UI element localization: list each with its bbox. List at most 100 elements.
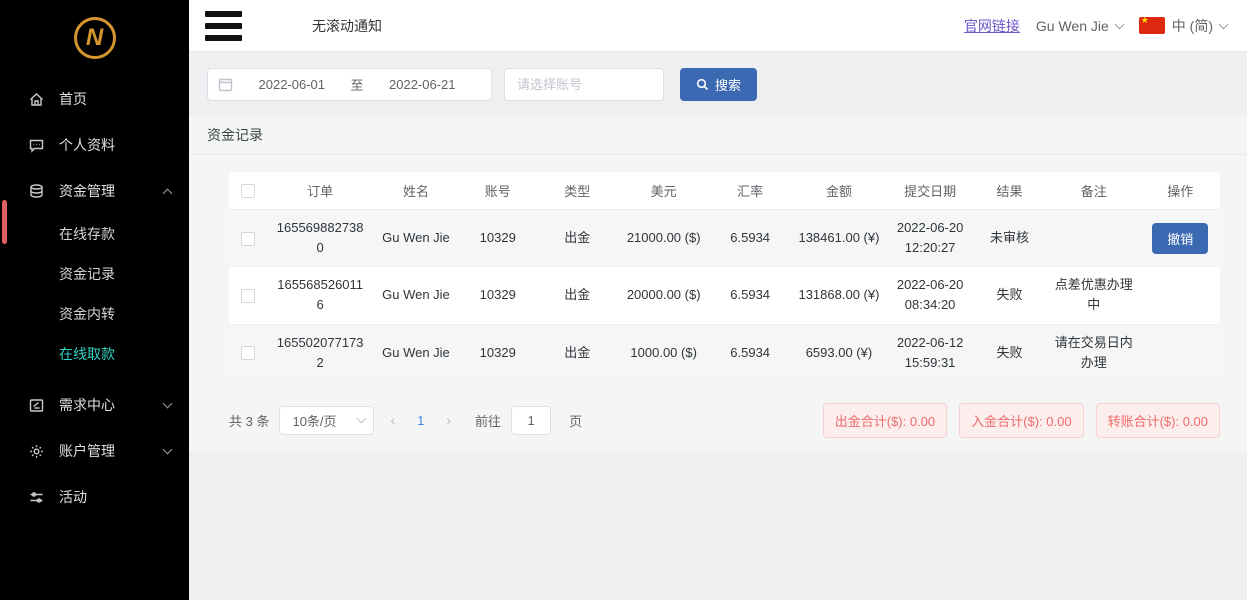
- fund-records-card: 资金记录 订单 姓名 账号: [189, 115, 1247, 452]
- cell-type: 出金: [537, 266, 617, 325]
- language-label: 中 (简): [1171, 17, 1213, 34]
- date-range-picker[interactable]: 2022-06-01 至 2022-06-21: [207, 67, 492, 101]
- cell-amount: 131868.00 (¥): [789, 266, 889, 325]
- search-button-label: 搜索: [715, 77, 742, 93]
- chevron-up-icon: [162, 188, 173, 198]
- col-header-action: 操作: [1140, 172, 1220, 210]
- sidebar-subitem-label: 在线取款: [59, 346, 115, 362]
- page-unit-label: 页: [569, 413, 583, 429]
- cell-action: [1140, 324, 1220, 382]
- row-checkbox[interactable]: [240, 346, 255, 361]
- date-start-input[interactable]: 2022-06-01: [258, 76, 326, 92]
- page-number-current[interactable]: 1: [417, 412, 425, 428]
- deposit-total-badge: 入金合计($): 0.00: [959, 402, 1084, 438]
- cell-result: 未审核: [972, 209, 1047, 268]
- brand-logo[interactable]: N: [0, 0, 189, 76]
- date-separator: 至: [350, 77, 364, 93]
- cell-order: 1655020771732: [276, 334, 364, 370]
- row-checkbox[interactable]: [240, 288, 255, 303]
- logo-n-icon: N: [73, 17, 116, 59]
- sidebar-item-label: 活动: [59, 489, 87, 505]
- sidebar: N 首页 个人资料 资金管理 在线存款 资金记录: [0, 0, 189, 600]
- cell-order: 1655685260116: [277, 277, 364, 313]
- cell-result: 失败: [972, 266, 1047, 325]
- china-flag-icon: ★: [1138, 17, 1165, 34]
- sidebar-item-funds[interactable]: 资金管理: [0, 168, 189, 214]
- scrolling-notice: 无滚动通知: [312, 17, 382, 34]
- profile-icon: [28, 137, 45, 154]
- col-header-order: 订单: [266, 172, 374, 210]
- page-size-value: 10条/页: [292, 413, 337, 429]
- table-row: 1655698827380 Gu Wen Jie 10329 出金 21000.…: [229, 209, 1220, 268]
- sidebar-item-home[interactable]: 首页: [0, 76, 189, 122]
- date-end-input[interactable]: 2022-06-21: [389, 76, 456, 92]
- search-row: 2022-06-01 至 2022-06-21 搜索: [189, 67, 1247, 101]
- sidebar-item-label: 资金管理: [59, 183, 115, 199]
- official-site-link[interactable]: 官网链接: [963, 17, 1020, 34]
- account-select-input[interactable]: [504, 67, 664, 101]
- next-page-button[interactable]: ›: [446, 412, 452, 429]
- search-button[interactable]: 搜索: [680, 67, 758, 101]
- cell-usd: 1000.00 ($): [616, 324, 711, 382]
- cancel-button[interactable]: 撤销: [1152, 222, 1209, 254]
- cell-date: 2022-06-20 08:34:20: [888, 266, 973, 325]
- totals-badges: 出金合计($): 0.00 入金合计($): 0.00 转账合计($): 0.0…: [822, 402, 1220, 438]
- cell-usd: 21000.00 ($): [616, 209, 711, 268]
- sidebar-subitem-label: 资金记录: [59, 266, 115, 282]
- hamburger-menu-icon[interactable]: [205, 10, 242, 41]
- chevron-down-icon: [1218, 19, 1229, 29]
- user-menu[interactable]: Gu Wen Jie: [1036, 18, 1125, 34]
- sidebar-subitem-internal-transfer[interactable]: 资金内转: [0, 294, 189, 334]
- funds-icon: [28, 183, 45, 200]
- cell-amount: 6593.00 (¥): [789, 324, 889, 382]
- calendar-icon: [218, 78, 233, 91]
- table-row: 1655685260116 Gu Wen Jie 10329 出金 20000.…: [229, 266, 1220, 325]
- sidebar-subitem-online-deposit[interactable]: 在线存款: [0, 214, 189, 254]
- transfer-total-badge: 转账合计($): 0.00: [1095, 402, 1220, 438]
- cell-account: 10329: [458, 324, 538, 382]
- cell-order: 1655698827380: [276, 220, 364, 256]
- cell-action: [1140, 266, 1220, 325]
- sidebar-scrollbar-thumb[interactable]: [2, 200, 7, 244]
- goto-page-input[interactable]: [511, 405, 552, 435]
- cell-date: 2022-06-20 12:20:27: [888, 209, 973, 268]
- cell-date: 2022-06-12 15:59:31: [888, 324, 973, 382]
- cell-usd: 20000.00 ($): [616, 266, 711, 325]
- total-count-label: 共 3 条: [229, 413, 270, 429]
- col-header-amount: 金额: [789, 172, 889, 210]
- col-header-result: 结果: [972, 172, 1047, 210]
- sidebar-item-profile[interactable]: 个人资料: [0, 122, 189, 168]
- sidebar-subitem-fund-records[interactable]: 资金记录: [0, 254, 189, 294]
- prev-page-button[interactable]: ‹: [390, 412, 396, 429]
- request-icon: [28, 397, 45, 414]
- select-all-checkbox[interactable]: [240, 184, 255, 199]
- logo-letter: N: [85, 24, 104, 51]
- sidebar-item-request-center[interactable]: 需求中心: [0, 382, 189, 428]
- chevron-down-icon: [162, 398, 173, 409]
- col-header-remark: 备注: [1046, 172, 1141, 210]
- cell-result: 失败: [972, 324, 1047, 382]
- content: 2022-06-01 至 2022-06-21 搜索 资金记录: [189, 52, 1247, 600]
- activity-icon: [28, 489, 45, 506]
- card-title: 资金记录: [189, 115, 1247, 155]
- cell-remark: 点差优惠办理中: [1054, 277, 1133, 313]
- cell-type: 出金: [537, 324, 617, 382]
- sidebar-item-label: 个人资料: [59, 137, 115, 153]
- account-icon: [28, 443, 45, 460]
- sidebar-item-label: 需求中心: [59, 397, 115, 413]
- cell-name: Gu Wen Jie: [373, 266, 459, 325]
- sidebar-subitem-online-withdrawal[interactable]: 在线取款: [0, 334, 189, 374]
- col-header-usd: 美元: [616, 172, 711, 210]
- main-area: 无滚动通知 官网链接 Gu Wen Jie ★ 中 (简) 2022: [189, 0, 1247, 600]
- cell-remark: [1046, 209, 1141, 268]
- page-size-select[interactable]: 10条/页: [279, 405, 375, 435]
- cell-rate: 6.5934: [710, 324, 790, 382]
- chevron-down-icon: [162, 444, 173, 455]
- row-checkbox[interactable]: [240, 231, 255, 246]
- sidebar-item-activity[interactable]: 活动: [0, 474, 189, 520]
- col-header-date: 提交日期: [888, 172, 973, 210]
- sidebar-item-account-management[interactable]: 账户管理: [0, 428, 189, 474]
- cell-type: 出金: [537, 209, 617, 268]
- language-menu[interactable]: ★ 中 (简): [1138, 16, 1229, 36]
